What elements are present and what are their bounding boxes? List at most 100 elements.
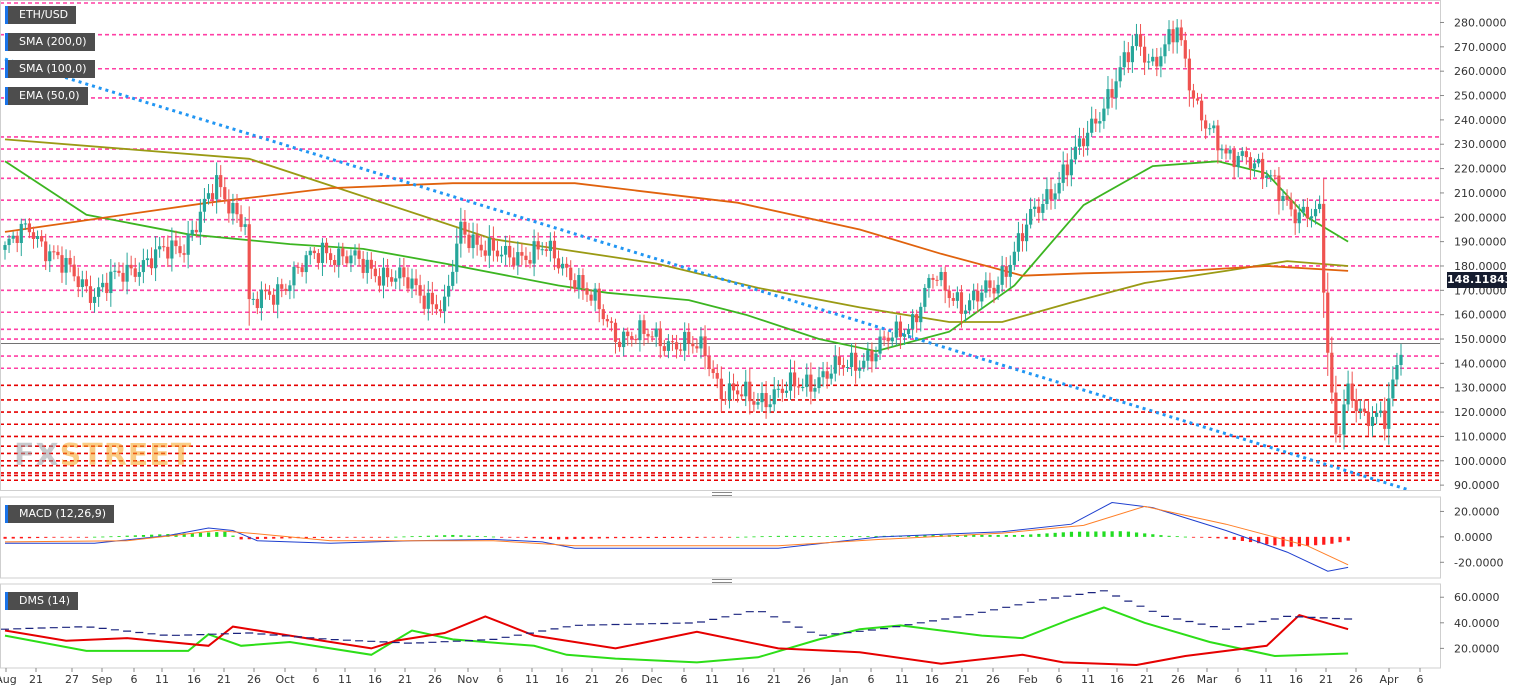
candle-body <box>202 198 207 212</box>
candle-body <box>40 235 44 242</box>
x-axis-label: 16 <box>736 673 750 686</box>
macd-histogram-bar <box>1281 536 1285 547</box>
macd-histogram-bar <box>1240 536 1244 541</box>
candle-body <box>426 292 430 309</box>
x-axis-label: Mar <box>1197 673 1218 686</box>
candle-body <box>1208 128 1212 130</box>
y-axis-label: 150.0000 <box>1454 333 1507 346</box>
candle-body <box>597 288 601 310</box>
candle-body <box>1326 292 1330 353</box>
candle-body <box>1053 193 1057 200</box>
candle-body <box>792 372 797 387</box>
macd-histogram-bar <box>1346 536 1350 541</box>
x-axis-label: 26 <box>797 673 811 686</box>
macd-histogram-bar <box>524 536 528 538</box>
sma100-legend[interactable]: SMA (100,0) <box>5 60 95 78</box>
candle-body <box>858 367 862 371</box>
candle-body <box>1289 200 1293 210</box>
candle-body <box>1126 52 1130 63</box>
macd-histogram-bar <box>622 536 626 539</box>
macd-histogram-bar <box>817 536 821 537</box>
macd-histogram-bar <box>434 535 439 537</box>
macd-histogram-bar <box>866 536 870 537</box>
candle-body <box>1195 98 1200 101</box>
macd-histogram-bar <box>60 536 64 538</box>
candle-body <box>341 248 345 257</box>
y-axis-label: 0.0000 <box>1454 531 1493 544</box>
sma200-legend[interactable]: SMA (200,0) <box>5 33 95 51</box>
macd-histogram-bar <box>231 535 235 537</box>
candle-body <box>345 256 349 264</box>
macd-histogram-bar <box>752 536 756 538</box>
macd-histogram-bar <box>402 536 406 538</box>
x-axis-label: 11 <box>525 673 539 686</box>
x-axis-label: 11 <box>895 673 909 686</box>
candle-body <box>361 258 365 273</box>
macd-histogram-bar <box>776 535 780 537</box>
macd-histogram-bar <box>1012 534 1017 537</box>
candle-body <box>1342 404 1346 435</box>
candle-body <box>1285 195 1289 201</box>
macd-histogram-bar <box>508 536 512 538</box>
candle-body <box>129 264 133 269</box>
macd-histogram-bar <box>418 535 422 537</box>
candle-body <box>1073 146 1078 160</box>
macd-histogram-bar <box>1037 533 1041 537</box>
candle-body <box>1240 151 1244 156</box>
macd-histogram-bar <box>361 536 365 538</box>
candle-body <box>898 321 902 337</box>
candle-body <box>394 278 398 282</box>
candle-body <box>658 328 662 347</box>
macd-histogram-bar <box>1077 531 1082 537</box>
y-axis-label: 230.0000 <box>1454 138 1507 151</box>
y-axis-label: 90.0000 <box>1454 479 1500 492</box>
y-axis-label: 120.0000 <box>1454 406 1507 419</box>
macd-histogram-bar <box>565 536 569 540</box>
candle-body <box>72 264 76 277</box>
macd-histogram-bar <box>1102 531 1106 537</box>
candle-body <box>894 321 898 338</box>
candle-body <box>691 343 695 347</box>
candle-body <box>1122 52 1126 68</box>
candle-body <box>109 271 113 294</box>
candle-body <box>349 255 353 264</box>
dms-legend[interactable]: DMS (14) <box>5 592 79 610</box>
candle-body <box>772 389 776 405</box>
ema50-line <box>4 160 1349 353</box>
macd-histogram-bar <box>858 536 862 538</box>
candle-body <box>1395 365 1399 380</box>
macd-histogram-bar <box>320 536 325 538</box>
macd-histogram-bar <box>1134 532 1139 537</box>
candle-body <box>683 331 687 351</box>
fxstreet-watermark: FXSTREET <box>14 438 193 473</box>
candle-body <box>1110 89 1114 98</box>
macd-histogram-bar <box>1338 536 1342 543</box>
macd-histogram-bar <box>337 536 341 538</box>
candle-body <box>251 298 255 300</box>
macd-histogram-bar <box>1126 531 1131 537</box>
x-axis-label: 11 <box>1081 673 1095 686</box>
ema50-legend[interactable]: EMA (50,0) <box>5 87 88 105</box>
macd-histogram-bar <box>532 536 536 539</box>
candle-body <box>19 223 23 243</box>
x-axis-label: 26 <box>986 673 1000 686</box>
candle-body <box>1029 208 1033 225</box>
y-axis-label: 250.0000 <box>1454 90 1507 103</box>
symbol-label[interactable]: ETH/USD <box>5 6 77 24</box>
candle-body <box>935 279 939 281</box>
candle-body <box>662 346 666 351</box>
macd-histogram-bar <box>809 536 813 537</box>
candle-body <box>442 296 447 312</box>
candle-body <box>752 401 756 405</box>
candle-body <box>788 372 793 391</box>
candle-body <box>829 373 833 379</box>
candle-body <box>544 249 548 251</box>
y-axis-label: 180.0000 <box>1454 260 1507 273</box>
macd-histogram-bar <box>711 536 715 538</box>
candle-body <box>1187 58 1191 91</box>
candle-body <box>825 371 829 379</box>
macd-histogram-bar <box>1322 536 1326 545</box>
candle-body <box>272 294 276 305</box>
macd-legend[interactable]: MACD (12,26,9) <box>5 505 115 523</box>
